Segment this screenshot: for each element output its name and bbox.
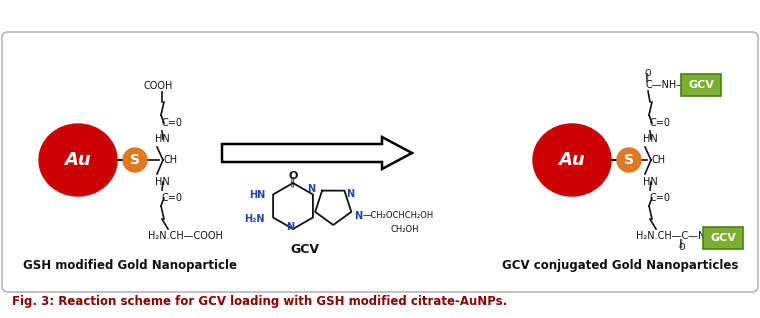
FancyArrow shape (222, 137, 412, 169)
Text: N: N (286, 222, 294, 232)
Ellipse shape (617, 148, 641, 172)
Text: S: S (624, 153, 634, 167)
Text: N: N (307, 184, 315, 194)
Text: HN: HN (643, 177, 657, 187)
Text: GSH modified Gold Nanoparticle: GSH modified Gold Nanoparticle (23, 259, 237, 273)
Text: ‖: ‖ (679, 239, 683, 248)
Text: GCV: GCV (710, 233, 736, 243)
Text: GCV: GCV (290, 243, 319, 256)
Text: CH: CH (163, 155, 177, 165)
Text: Fig. 3: Reaction scheme for GCV loading with GSH modified citrate-AuNPs.: Fig. 3: Reaction scheme for GCV loading … (12, 295, 507, 308)
Text: HN: HN (155, 134, 169, 144)
Ellipse shape (123, 148, 147, 172)
Text: O: O (288, 171, 298, 181)
Text: C=0: C=0 (650, 118, 671, 128)
Text: GCV: GCV (688, 80, 714, 90)
FancyBboxPatch shape (681, 74, 721, 96)
Text: H₂N.CH—C—NH—: H₂N.CH—C—NH— (636, 231, 723, 241)
Ellipse shape (39, 124, 117, 196)
FancyBboxPatch shape (2, 32, 758, 292)
Text: Au: Au (65, 151, 91, 169)
Text: HN: HN (249, 190, 265, 200)
Text: N: N (354, 211, 363, 221)
Text: ‖: ‖ (290, 177, 295, 187)
Text: COOH: COOH (144, 81, 173, 91)
Text: CH: CH (651, 155, 665, 165)
FancyBboxPatch shape (703, 227, 743, 249)
Text: C=0: C=0 (650, 193, 671, 203)
Text: ‖: ‖ (645, 73, 649, 81)
Text: H₂N.CH—COOH: H₂N.CH—COOH (148, 231, 223, 241)
Text: CH₂OH: CH₂OH (390, 225, 419, 233)
Text: C—NH—: C—NH— (646, 80, 687, 90)
Text: —CH₂OCHCH₂OH: —CH₂OCHCH₂OH (363, 211, 433, 220)
Text: C=0: C=0 (162, 193, 183, 203)
Text: N: N (347, 189, 354, 199)
Text: HN: HN (155, 177, 169, 187)
Text: C=0: C=0 (162, 118, 183, 128)
Text: Au: Au (559, 151, 585, 169)
Text: GCV conjugated Gold Nanoparticles: GCV conjugated Gold Nanoparticles (502, 259, 738, 273)
Text: S: S (130, 153, 140, 167)
Ellipse shape (533, 124, 611, 196)
Text: O: O (644, 70, 651, 79)
Text: HN: HN (643, 134, 657, 144)
Text: O: O (679, 244, 686, 252)
Text: H₂N: H₂N (245, 214, 265, 224)
